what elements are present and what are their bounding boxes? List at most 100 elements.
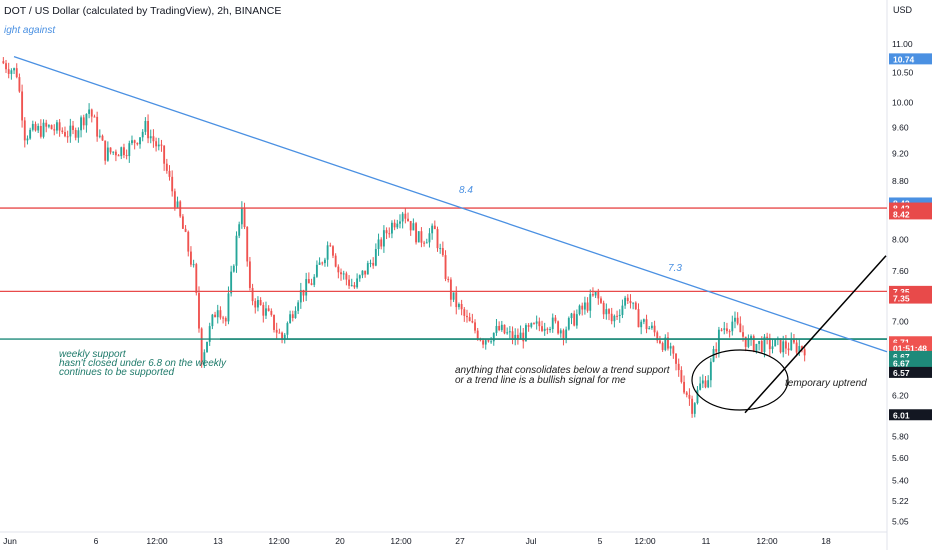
candle-body (358, 275, 361, 279)
candle-body (56, 122, 58, 131)
candle-body (286, 323, 289, 335)
candle-body (667, 337, 669, 349)
candle-body (294, 310, 297, 319)
price-badge-label: 10.74 (893, 54, 915, 64)
candle-body (458, 303, 460, 308)
candle-body (195, 264, 198, 293)
candle-body (198, 292, 200, 329)
candle-body (766, 336, 769, 339)
candle-body (693, 403, 696, 414)
y-tick-label: 9.20 (892, 149, 909, 159)
candle-body (214, 314, 216, 318)
candle-body (53, 129, 56, 131)
candle-body (709, 361, 712, 381)
candle-body (366, 263, 369, 275)
x-tick-label: 6 (94, 536, 99, 546)
candle-body (549, 329, 551, 331)
price-badge (889, 342, 932, 354)
candle-body (257, 299, 259, 308)
price-badge-label: 01:51:48 (893, 344, 927, 354)
candle-body (326, 245, 329, 260)
candle-body (543, 328, 546, 331)
candle-body (396, 223, 399, 228)
candle-body (385, 230, 388, 234)
candle-body (42, 122, 45, 137)
candle-body (503, 324, 506, 334)
candle-body (246, 227, 249, 262)
candle-body (672, 346, 675, 354)
candle-body (165, 163, 168, 171)
candle-body (600, 298, 602, 303)
candle-body (364, 270, 367, 275)
candle-body (562, 330, 565, 339)
candle-body (401, 213, 404, 222)
candle-body (565, 329, 568, 339)
candle-body (492, 332, 495, 342)
y-tick-label: 5.40 (892, 475, 909, 485)
x-tick-label: 12:00 (146, 536, 168, 546)
candle-body (155, 141, 158, 147)
annotation-label-73: 7.3 (668, 263, 682, 274)
candle-body (634, 302, 637, 310)
descending-trendline (13, 55, 888, 353)
candle-body (39, 125, 42, 137)
y-tick-label: 7.00 (892, 316, 909, 326)
candle-body (726, 328, 728, 332)
candle-body (34, 123, 37, 131)
candle-body (58, 122, 61, 131)
candle-body (428, 233, 431, 243)
annotation-consolidation-line2: or a trend line is a bullish signal for … (455, 375, 626, 386)
candle-body (642, 319, 645, 322)
candle-body (463, 309, 466, 316)
candle-body (50, 125, 53, 130)
candle-body (72, 125, 74, 130)
candle-body (535, 321, 538, 324)
candle-body (117, 155, 120, 157)
candle-body (471, 321, 474, 323)
candle-body (629, 301, 632, 304)
candle-body (747, 339, 750, 347)
candle-body (275, 329, 278, 333)
candle-body (508, 331, 511, 333)
currency-label: USD (893, 5, 913, 15)
candle-body (208, 326, 211, 342)
candle-body (173, 191, 176, 208)
y-tick-label: 5.60 (892, 453, 909, 463)
candle-body (506, 332, 509, 334)
candle-body (431, 225, 434, 234)
price-badge (889, 357, 932, 369)
candle-body (664, 337, 667, 350)
x-tick-label: 5 (598, 536, 603, 546)
candle-body (412, 223, 415, 231)
candle-body (23, 120, 26, 141)
candle-body (82, 117, 85, 126)
candle-body (744, 336, 747, 347)
candle-body (589, 294, 592, 311)
candle-body (720, 329, 723, 331)
candle-body (551, 317, 554, 330)
candle-body (522, 332, 525, 342)
candle-body (533, 323, 535, 325)
candle-body (557, 321, 560, 334)
candle-body (653, 325, 656, 333)
candle-body (307, 279, 310, 284)
candle-body (179, 201, 182, 217)
candle-body (771, 346, 774, 350)
candle-body (417, 231, 420, 243)
candle-body (299, 289, 302, 303)
candle-body (656, 332, 659, 341)
candle-body (490, 341, 493, 343)
candle-body (15, 68, 18, 78)
candle-body (717, 329, 720, 352)
candle-body (262, 305, 265, 316)
candle-body (594, 291, 597, 296)
candle-body (707, 380, 710, 388)
candle-body (265, 308, 267, 316)
candle-body (715, 349, 718, 352)
candle-body (608, 309, 610, 314)
candle-body (602, 302, 605, 315)
candle-body (659, 340, 661, 344)
candle-body (29, 129, 32, 139)
